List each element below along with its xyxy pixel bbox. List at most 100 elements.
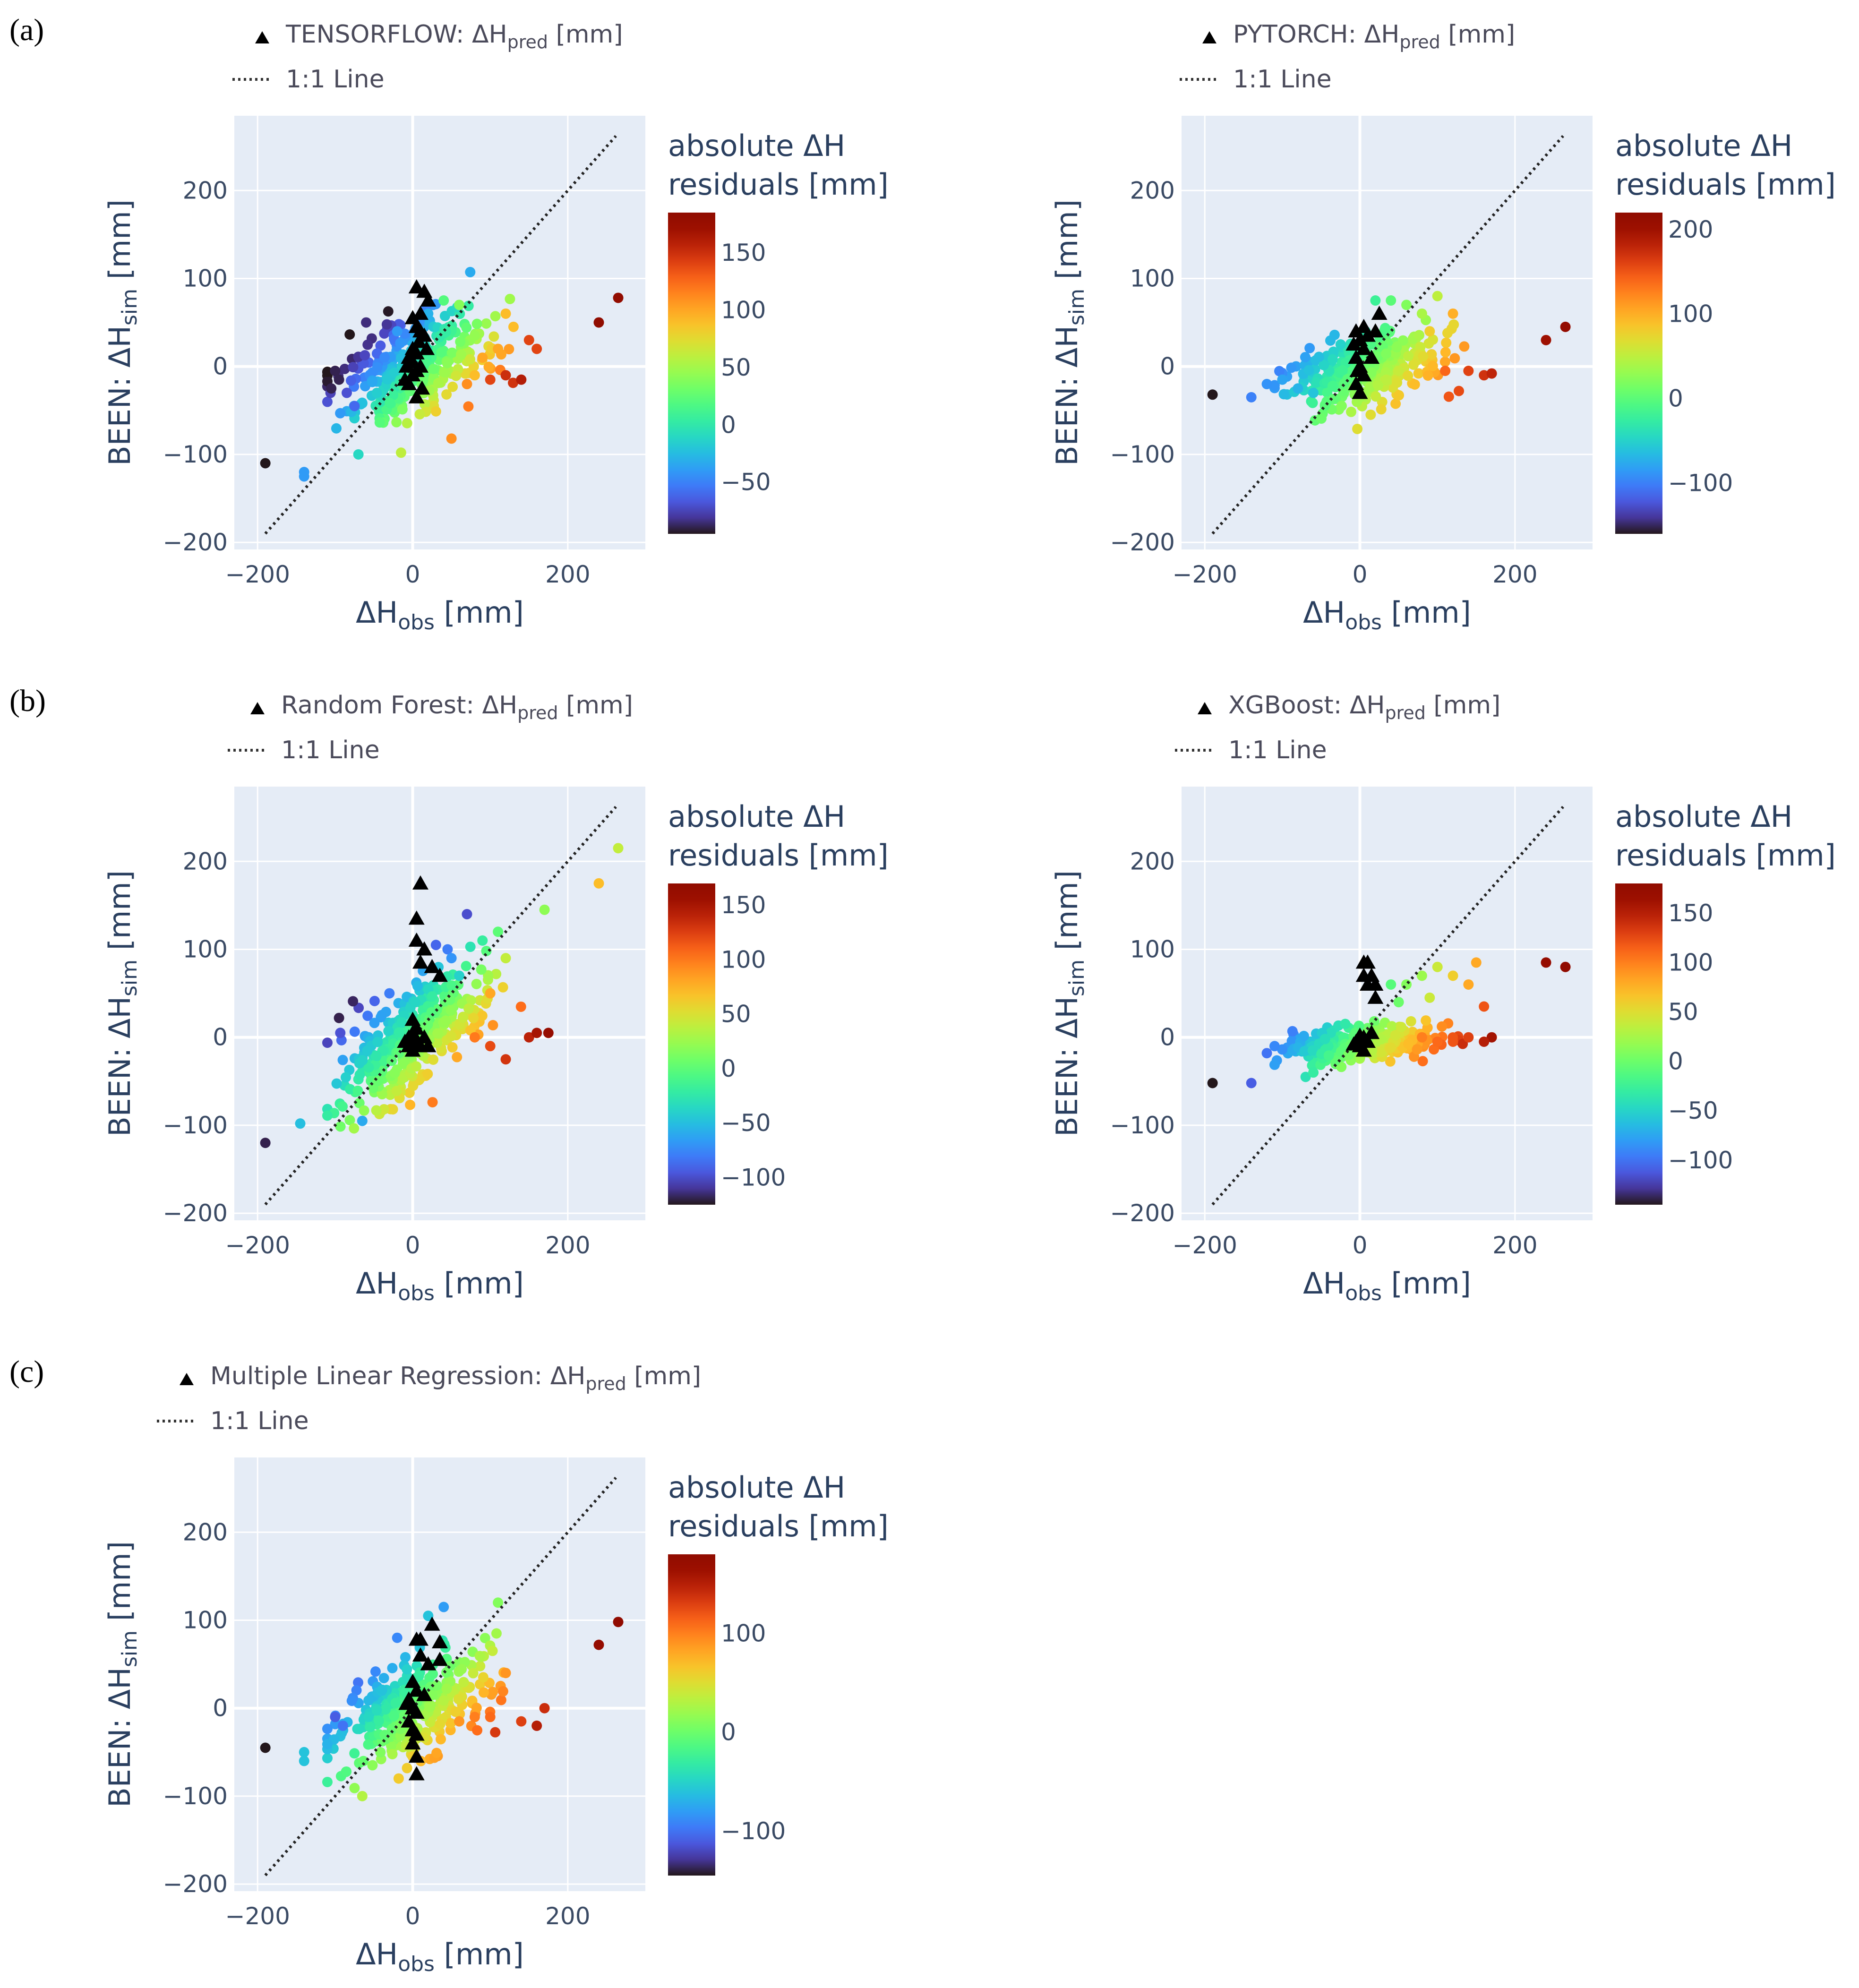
scatter-point bbox=[1307, 397, 1318, 408]
y-axis-suffix: [mm] bbox=[103, 1541, 137, 1630]
scatter-point bbox=[1352, 423, 1363, 434]
scatter-point bbox=[369, 995, 380, 1006]
scatter-point bbox=[423, 1611, 434, 1621]
scatter-point bbox=[414, 409, 425, 420]
scatter-point bbox=[487, 1645, 498, 1656]
scatter-point bbox=[1345, 406, 1356, 417]
y-axis-subscript: sim bbox=[118, 1630, 142, 1667]
colorbar-tick-label: 100 bbox=[721, 1620, 766, 1647]
scatter-point bbox=[326, 383, 337, 394]
legend-subscript: pred bbox=[585, 1373, 626, 1394]
colorbar-title: absolute ΔH bbox=[668, 1470, 845, 1505]
y-tick-label: −200 bbox=[163, 529, 228, 556]
scatter-point bbox=[446, 433, 457, 444]
y-tick-label: 0 bbox=[213, 353, 228, 380]
scatter-point bbox=[405, 1099, 416, 1110]
colorbar-tick-label: 150 bbox=[721, 891, 766, 919]
colorbar-tick-label: 150 bbox=[721, 239, 766, 266]
x-tick-label: 0 bbox=[1353, 1232, 1368, 1259]
y-tick-label: −200 bbox=[1110, 1200, 1175, 1227]
x-tick-label: −200 bbox=[225, 1902, 290, 1930]
legend-triangle-icon bbox=[180, 1373, 194, 1385]
prediction-triangle bbox=[1355, 1042, 1372, 1057]
scatter-point bbox=[488, 1020, 498, 1031]
scatter-point bbox=[1424, 992, 1435, 1003]
colorbar-tick-label: −100 bbox=[1668, 1147, 1733, 1174]
scatter-point bbox=[436, 347, 447, 358]
colorbar bbox=[668, 213, 715, 534]
prediction-triangle bbox=[412, 1647, 428, 1662]
colorbar-tick-label: 0 bbox=[1668, 385, 1683, 412]
scatter-point bbox=[322, 1776, 333, 1787]
one-to-one-line bbox=[1211, 805, 1564, 1206]
scatter-point bbox=[1370, 295, 1381, 306]
scatter-point bbox=[372, 1075, 383, 1086]
y-tick-label: −100 bbox=[163, 441, 228, 468]
scatter-point bbox=[348, 996, 359, 1007]
scatter-point bbox=[432, 1028, 443, 1039]
scatter-point bbox=[1432, 961, 1443, 972]
scatter-point bbox=[1381, 348, 1392, 359]
scatter-point bbox=[523, 1032, 534, 1043]
prediction-triangle bbox=[1359, 1034, 1376, 1048]
scatter-point bbox=[493, 926, 504, 937]
scatter-point bbox=[1376, 404, 1387, 415]
scatter-point bbox=[1418, 351, 1429, 362]
legend: TENSORFLOW: ΔHpred [mm] 1:1 Line bbox=[232, 20, 623, 94]
scatter-point bbox=[1287, 1026, 1298, 1037]
scatter-point bbox=[260, 458, 271, 469]
scatter-point bbox=[539, 1703, 550, 1714]
scatter-point bbox=[465, 266, 476, 277]
scatter-point bbox=[379, 328, 390, 339]
scatter-point bbox=[418, 375, 428, 386]
scatter-point bbox=[442, 944, 453, 955]
scatter-point bbox=[1392, 377, 1403, 388]
scatter-point bbox=[295, 1118, 306, 1129]
scatter-point bbox=[1426, 349, 1437, 360]
y-tick-label: 100 bbox=[183, 935, 228, 963]
scatter-point bbox=[425, 1702, 436, 1713]
scatter-point bbox=[1373, 380, 1384, 391]
scatter-point bbox=[469, 1032, 480, 1043]
scatter-point bbox=[346, 375, 357, 386]
scatter-point bbox=[1269, 1041, 1280, 1052]
prediction-triangle bbox=[1348, 350, 1364, 364]
legend: Multiple Linear Regression: ΔHpred [mm] 1… bbox=[157, 1362, 701, 1435]
prediction-triangle bbox=[404, 1735, 421, 1750]
scatter-point bbox=[1303, 365, 1314, 376]
scatter-point bbox=[441, 389, 452, 400]
x-tick-label: 200 bbox=[545, 561, 590, 588]
scatter-point bbox=[362, 339, 373, 350]
scatter-point bbox=[335, 1121, 346, 1132]
scatter-point bbox=[334, 374, 344, 385]
legend-subscript: pred bbox=[1399, 32, 1440, 52]
scatter-point bbox=[427, 1097, 438, 1108]
scatter-point bbox=[1424, 326, 1435, 337]
x-axis-suffix: [mm] bbox=[1382, 595, 1471, 630]
legend-suffix: [mm] bbox=[1440, 20, 1515, 49]
scatter-point bbox=[349, 1782, 360, 1793]
colorbar-tick-label: 50 bbox=[1668, 998, 1698, 1026]
scatter-point bbox=[379, 1730, 390, 1740]
prediction-triangle bbox=[424, 959, 440, 973]
legend-label-prediction: TENSORFLOW: ΔHpred [mm] bbox=[285, 20, 623, 52]
scatter-point bbox=[1416, 970, 1427, 981]
scatter-point bbox=[481, 945, 492, 956]
x-tick-label: 200 bbox=[1492, 1232, 1537, 1259]
legend-suffix: [mm] bbox=[626, 1362, 701, 1390]
colorbar-tick-label: 0 bbox=[721, 1719, 736, 1746]
scatter-point bbox=[1319, 360, 1329, 370]
prediction-triangle bbox=[408, 1766, 425, 1781]
scatter-point bbox=[1269, 1059, 1280, 1070]
colorbar bbox=[1615, 883, 1662, 1205]
scatter-point bbox=[1327, 354, 1338, 365]
scatter-point bbox=[1432, 1037, 1443, 1047]
scatter-point bbox=[539, 904, 550, 915]
prediction-triangle bbox=[1363, 1025, 1380, 1039]
scatter-point bbox=[1340, 1019, 1351, 1029]
scatter-point bbox=[1463, 979, 1474, 990]
scatter-point bbox=[438, 1602, 449, 1612]
colorbar-title: residuals [mm] bbox=[1615, 838, 1836, 873]
scatter-point bbox=[349, 1026, 360, 1037]
one-to-one-line bbox=[1211, 135, 1564, 535]
